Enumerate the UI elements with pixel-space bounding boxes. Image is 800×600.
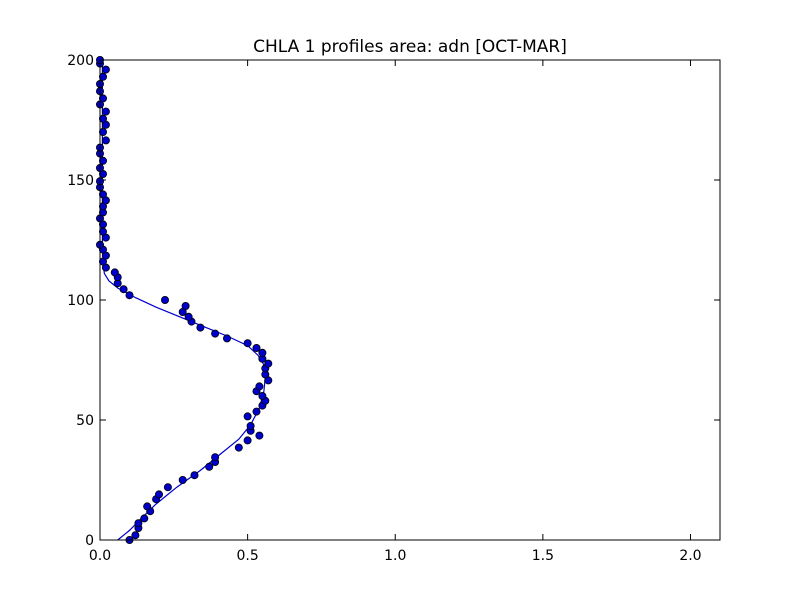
x-axis: 0.0 0.5 1.0 1.5 2.0 [89, 60, 702, 564]
data-point [101, 136, 110, 145]
data-point [119, 285, 128, 294]
x-tick-label: 1.5 [532, 548, 554, 564]
data-point [99, 127, 108, 136]
data-point [99, 72, 108, 81]
y-tick-label: 0 [85, 533, 94, 549]
data-point [101, 65, 110, 74]
data-point [211, 453, 220, 462]
data-point [154, 490, 163, 499]
plot-frame [99, 59, 721, 541]
data-point [140, 514, 149, 523]
data-point [252, 407, 261, 416]
data-point [196, 323, 205, 332]
data-point [243, 436, 252, 445]
y-axis: 0 50 100 150 200 [67, 53, 720, 549]
data-point [99, 94, 108, 103]
data-point [163, 483, 172, 492]
data-point [143, 502, 152, 511]
data-point [255, 382, 264, 391]
data-points [96, 56, 273, 545]
data-point [190, 471, 199, 480]
data-point [243, 412, 252, 421]
data-point [255, 431, 264, 440]
data-point [258, 348, 267, 357]
data-point [160, 295, 169, 304]
y-tick-label: 50 [76, 413, 94, 429]
x-tick-label: 0.5 [236, 548, 258, 564]
data-point [252, 343, 261, 352]
data-point [184, 312, 193, 321]
data-point [205, 462, 214, 471]
data-point [99, 156, 108, 165]
x-tick-label: 1.0 [384, 548, 406, 564]
data-point [131, 531, 140, 540]
data-point [110, 268, 119, 277]
data-point [99, 190, 108, 199]
y-tick-label: 150 [67, 173, 94, 189]
data-point [101, 107, 110, 116]
data-point [211, 329, 220, 338]
data-point [222, 334, 231, 343]
y-tick-label: 100 [67, 293, 94, 309]
data-point [99, 114, 108, 123]
chart-title: CHLA 1 profiles area: adn [OCT-MAR] [253, 37, 567, 57]
data-point [264, 359, 273, 368]
data-point [178, 475, 187, 484]
y-tick-label: 200 [67, 53, 94, 69]
data-point [234, 443, 243, 452]
data-point [125, 291, 134, 300]
data-point [243, 339, 252, 348]
data-point [134, 519, 143, 528]
fit-line [101, 60, 266, 541]
x-tick-label: 0.0 [89, 548, 111, 564]
data-point [246, 421, 255, 430]
data-point [258, 391, 267, 400]
data-point [181, 301, 190, 310]
x-tick-label: 2.0 [679, 548, 701, 564]
